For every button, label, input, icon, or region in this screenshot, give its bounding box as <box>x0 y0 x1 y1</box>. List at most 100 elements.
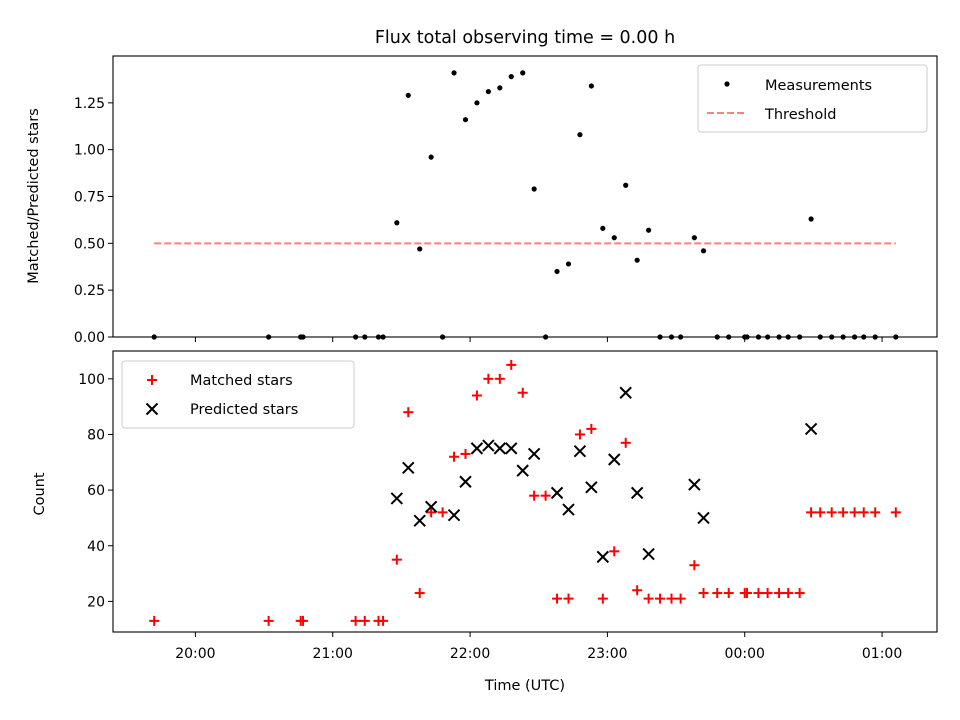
measurement-point <box>700 248 707 254</box>
matched-star-point <box>632 585 643 596</box>
matched-star-point <box>712 588 723 599</box>
predicted-star-point-b <box>608 453 621 466</box>
matched-star-point <box>870 507 881 518</box>
predicted-star-point-b <box>505 442 518 455</box>
predicted-star-point <box>642 547 655 561</box>
matched-star-point <box>471 390 482 401</box>
top-plot-frame <box>112 55 938 338</box>
matched-star-point <box>689 560 700 571</box>
legend-predicted-marker <box>145 402 159 416</box>
matched-star-point <box>620 437 631 448</box>
predicted-star-point <box>413 514 426 527</box>
measurement-point <box>588 83 594 89</box>
predicted-star-point-b <box>550 486 564 500</box>
predicted-star-point <box>585 481 598 494</box>
bottom-x-tick-label: 22:00 <box>450 646 490 662</box>
top-chart-title: Flux total observing time = 0.00 h <box>375 28 675 48</box>
matched-star-point <box>437 507 448 518</box>
predicted-star-point-b <box>390 492 404 505</box>
predicted-star-point <box>402 461 415 475</box>
predicted-star-point <box>459 475 472 488</box>
measurement-point <box>497 85 503 91</box>
measurement-point <box>417 246 423 252</box>
bottom-x-tick-label: 20:00 <box>175 646 215 662</box>
legend-threshold-label: Threshold <box>764 107 836 123</box>
measurement-point <box>554 268 560 275</box>
bottom-y-tick-label: 40 <box>87 539 105 555</box>
top-y-tick-label: 0.75 <box>74 190 105 206</box>
bottom-y-tick-label: 80 <box>87 427 105 443</box>
predicted-star-point-b <box>402 461 415 475</box>
matched-star-point <box>529 490 540 501</box>
predicted-star-point <box>424 500 438 514</box>
top-y-tick-label: 1.00 <box>74 143 105 159</box>
bottom-legend-box <box>121 360 355 429</box>
matched-star-point <box>849 507 860 518</box>
matched-star-point <box>723 588 734 599</box>
matched-star-point <box>449 451 460 462</box>
predicted-star-point-b <box>642 547 655 561</box>
matched-star-point <box>794 588 805 599</box>
matched-star-point <box>774 588 785 599</box>
predicted-star-point-b <box>482 439 495 452</box>
matched-star-point <box>698 588 709 599</box>
matched-star-point <box>815 507 826 518</box>
predicted-star-point-b <box>413 514 426 527</box>
bottom-chart-x-axis-label: Time (UTC) <box>484 678 565 694</box>
top-y-tick-label: 0.25 <box>74 283 105 299</box>
matched-star-point <box>378 615 389 626</box>
predicted-star-point-b <box>447 508 461 522</box>
predicted-star-point <box>596 550 610 564</box>
matched-star-point <box>149 615 160 626</box>
predicted-star-point <box>562 503 575 516</box>
matched-star-point <box>359 615 370 626</box>
measurement-point <box>394 220 400 226</box>
predicted-star-point <box>608 453 621 466</box>
measurement-point <box>634 257 640 263</box>
matched-star-point <box>858 507 869 518</box>
matched-star-point <box>666 593 677 604</box>
measurement-point <box>577 132 583 138</box>
matched-star-point <box>597 593 608 604</box>
measurement-point <box>646 227 652 233</box>
measurement-point <box>520 70 526 76</box>
matched-star-point <box>391 554 402 565</box>
matched-star-point <box>675 593 686 604</box>
predicted-star-point-b <box>527 447 541 461</box>
matched-star-point <box>655 593 666 604</box>
predicted-star-point <box>390 492 404 505</box>
predicted-star-point <box>447 508 461 522</box>
bottom-y-tick-label: 100 <box>78 372 105 388</box>
measurement-point <box>600 225 606 231</box>
predicted-star-point <box>516 464 529 477</box>
matched-star-point <box>263 615 274 626</box>
matched-star-point <box>414 588 425 599</box>
matched-star-point <box>574 429 585 440</box>
legend-measurements-label: Measurements <box>765 78 872 94</box>
legend-predicted-label: Predicted stars <box>190 402 298 418</box>
bottom-x-tick-label: 21:00 <box>313 646 353 662</box>
measurement-point <box>474 100 480 106</box>
matched-star-point <box>540 490 551 501</box>
measurement-point <box>428 154 434 160</box>
legend-matched-marker <box>147 375 157 385</box>
measurement-point <box>451 70 457 76</box>
predicted-star-point-b <box>470 442 484 455</box>
matched-star-point <box>890 507 901 518</box>
top-chart-y-axis-label: Matched/Predicted stars <box>26 108 42 284</box>
bottom-chart-y-axis-label: Count <box>32 472 48 515</box>
predicted-star-point-b <box>596 550 610 564</box>
bottom-chart-panel: 20 40 60 80 100 20:00 21:00 22:00 23:00 00:00 01:0… <box>78 350 938 662</box>
measurement-point <box>565 261 572 267</box>
measurement-point <box>623 182 629 188</box>
bottom-y-tick-label: 20 <box>87 594 105 610</box>
measurement-point <box>691 235 697 241</box>
matched-star-point <box>483 373 494 384</box>
matched-star-point <box>460 448 471 459</box>
predicted-star-point <box>493 442 507 455</box>
matched-star-point <box>506 359 517 370</box>
matched-star-point <box>563 593 574 604</box>
predicted-star-point <box>482 439 495 452</box>
bottom-y-tick-label: 60 <box>87 483 105 499</box>
